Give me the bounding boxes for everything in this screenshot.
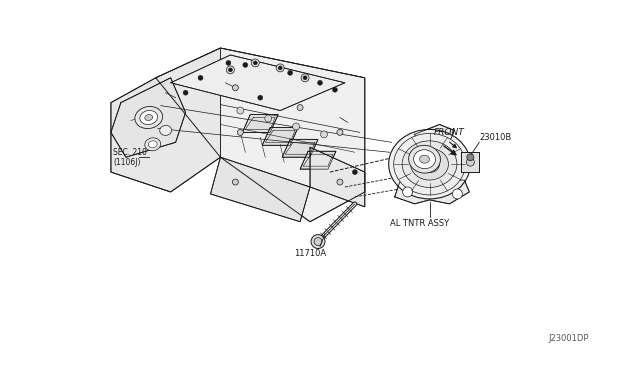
Circle shape — [237, 107, 244, 114]
Ellipse shape — [160, 125, 172, 135]
Ellipse shape — [420, 156, 440, 173]
Ellipse shape — [148, 141, 157, 148]
Text: FRONT: FRONT — [433, 128, 464, 137]
Polygon shape — [310, 147, 365, 207]
Polygon shape — [111, 78, 186, 157]
Ellipse shape — [145, 138, 161, 151]
Text: (1106J): (1106J) — [113, 158, 140, 167]
Text: SEC. 210: SEC. 210 — [113, 148, 147, 157]
Circle shape — [403, 187, 413, 197]
Ellipse shape — [394, 134, 465, 195]
Circle shape — [228, 68, 232, 72]
Circle shape — [252, 59, 259, 67]
Polygon shape — [262, 128, 298, 145]
Circle shape — [287, 70, 292, 76]
Circle shape — [297, 105, 303, 110]
Circle shape — [332, 87, 337, 92]
Circle shape — [237, 129, 243, 135]
Ellipse shape — [420, 155, 429, 163]
Circle shape — [183, 90, 188, 95]
Polygon shape — [243, 115, 278, 132]
Ellipse shape — [402, 141, 457, 187]
Circle shape — [314, 238, 322, 246]
Circle shape — [311, 235, 325, 248]
Circle shape — [301, 74, 309, 82]
Circle shape — [292, 123, 300, 130]
Text: 23010B: 23010B — [479, 133, 511, 142]
Ellipse shape — [140, 110, 157, 125]
Circle shape — [258, 95, 263, 100]
Polygon shape — [461, 152, 479, 172]
Text: J23001DP: J23001DP — [548, 334, 589, 343]
Polygon shape — [211, 157, 310, 222]
Polygon shape — [111, 48, 220, 192]
Circle shape — [452, 189, 462, 199]
Circle shape — [278, 66, 282, 70]
Circle shape — [253, 61, 257, 65]
Polygon shape — [300, 151, 336, 169]
Circle shape — [337, 179, 343, 185]
Ellipse shape — [413, 150, 435, 169]
Circle shape — [198, 76, 203, 80]
Polygon shape — [156, 48, 365, 110]
Circle shape — [276, 64, 284, 72]
Ellipse shape — [408, 145, 440, 173]
Ellipse shape — [388, 129, 470, 199]
Ellipse shape — [145, 115, 153, 121]
Circle shape — [317, 80, 323, 85]
Text: AL TNTR ASSY: AL TNTR ASSY — [390, 219, 449, 228]
Ellipse shape — [424, 160, 435, 168]
Circle shape — [243, 62, 248, 67]
Text: 11710A: 11710A — [294, 249, 326, 258]
Circle shape — [265, 115, 272, 122]
Circle shape — [232, 85, 238, 91]
Circle shape — [303, 76, 307, 80]
Ellipse shape — [135, 106, 163, 129]
Circle shape — [337, 129, 343, 135]
Circle shape — [353, 170, 357, 174]
Polygon shape — [415, 125, 454, 144]
Circle shape — [467, 154, 474, 161]
Polygon shape — [282, 140, 318, 157]
Circle shape — [227, 66, 234, 74]
Ellipse shape — [411, 148, 449, 180]
Circle shape — [226, 60, 231, 65]
Polygon shape — [220, 48, 365, 222]
Polygon shape — [171, 55, 345, 110]
Circle shape — [321, 131, 328, 138]
Circle shape — [467, 158, 474, 166]
Polygon shape — [395, 180, 469, 204]
Circle shape — [232, 179, 238, 185]
